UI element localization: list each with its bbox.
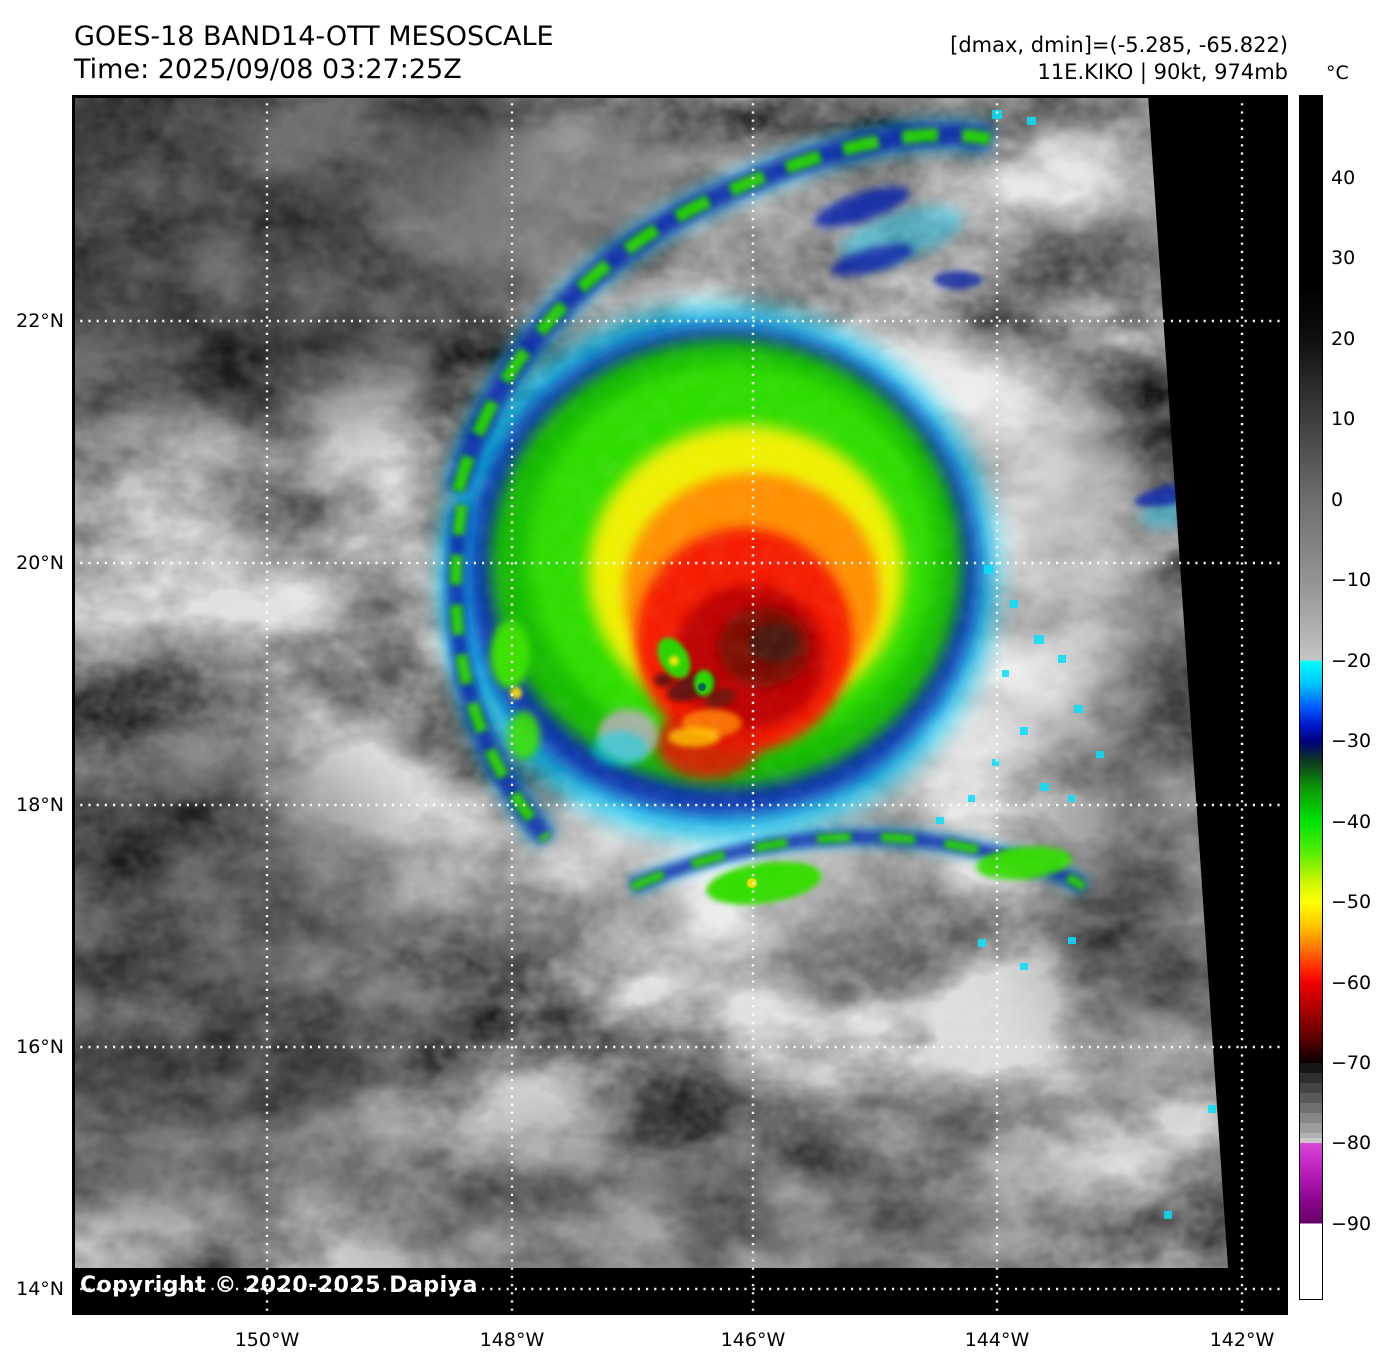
range-label: [dmax, dmin]=(-5.285, -65.822): [950, 33, 1288, 57]
lat-lon-gridlines: [72, 95, 1288, 1315]
lon-tick-label: 148°W: [479, 1329, 545, 1351]
lon-tick-label: 142°W: [1209, 1329, 1275, 1351]
lon-tick-label: 150°W: [234, 1329, 300, 1351]
satellite-map: Copyright © 2020-2025 Dapiya: [72, 95, 1288, 1315]
colorbar-tick-label: −30: [1331, 730, 1372, 753]
lat-tick-label: 14°N: [16, 1278, 64, 1300]
colorbar-tick-label: −70: [1331, 1052, 1372, 1074]
colorbar: [1299, 95, 1323, 1300]
lat-tick-label: 16°N: [16, 1036, 64, 1058]
colorbar-tick-label: −90: [1331, 1212, 1372, 1235]
lat-tick-label: 22°N: [16, 310, 64, 332]
colorbar-tick-label: 10: [1331, 408, 1356, 431]
colorbar-tick-label: 30: [1331, 247, 1356, 270]
page-title: GOES-18 BAND14-OTT MESOSCALE: [74, 21, 554, 52]
colorbar-unit-label: °C: [1326, 62, 1349, 84]
colorbar-tick-label: −80: [1331, 1132, 1372, 1155]
colorbar-tick-label: −20: [1331, 649, 1372, 672]
colorbar-tick-label: 40: [1331, 166, 1356, 189]
colorbar-tick-label: 20: [1331, 327, 1356, 350]
colorbar-tick-label: −10: [1331, 569, 1372, 592]
colorbar-tick-label: 0: [1331, 488, 1344, 511]
lat-tick-label: 20°N: [16, 552, 64, 574]
storm-label: 11E.KIKO | 90kt, 974mb: [1037, 60, 1288, 84]
data-region: [72, 95, 1228, 1268]
colorbar-tick-label: −40: [1331, 810, 1372, 833]
map-frame: [72, 95, 1288, 1315]
colorbar-tick-label: −50: [1331, 891, 1372, 914]
lon-tick-label: 144°W: [964, 1329, 1030, 1351]
copyright-label: Copyright © 2020-2025 Dapiya: [80, 1273, 478, 1298]
satellite-image: [72, 95, 1288, 1315]
timestamp-label: Time: 2025/09/08 03:27:25Z: [74, 54, 462, 85]
lat-tick-label: 18°N: [16, 794, 64, 816]
colorbar-tick-label: −60: [1331, 971, 1372, 994]
colorbar-gradient: [1300, 96, 1322, 1299]
lon-tick-label: 146°W: [720, 1329, 786, 1351]
